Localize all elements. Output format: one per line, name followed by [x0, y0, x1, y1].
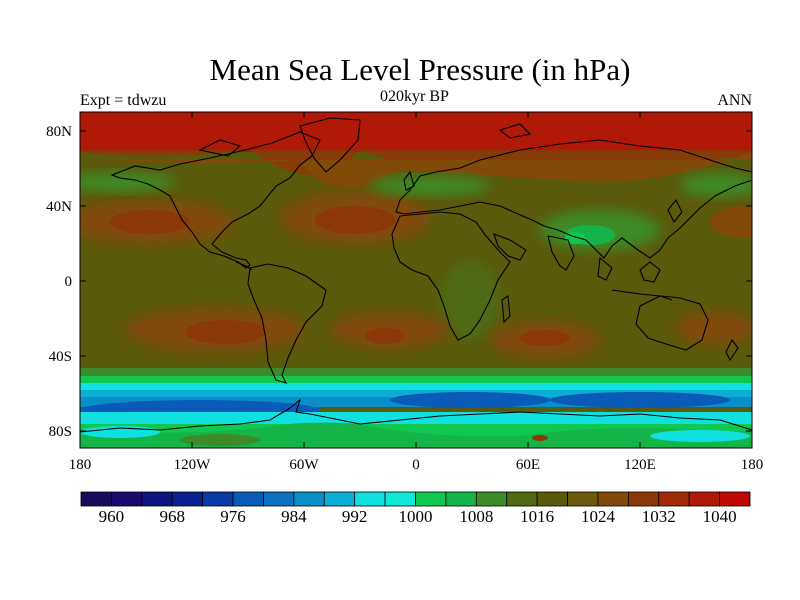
period-label: ANN [717, 92, 752, 109]
colorbar-swatch [688, 491, 720, 507]
colorbar-swatch [80, 491, 112, 507]
colorbar-swatch [445, 491, 477, 507]
chart-subtitle: 020kyr BP [380, 88, 449, 105]
colorbar-swatch [354, 491, 386, 507]
colorbar-label: 1016 [520, 507, 554, 526]
colorbar-swatch [415, 491, 447, 507]
experiment-label: Expt = tdwzu [80, 92, 167, 109]
colorbar-swatch [475, 491, 508, 507]
colorbar-swatch [719, 491, 751, 507]
colorbar-swatch [171, 491, 204, 507]
latitude-axis: 80N 40N 0 40S 80S [46, 124, 752, 440]
lat-tick-label: 40N [46, 199, 72, 215]
coastlines [80, 117, 752, 433]
lon-tick-label: 60E [516, 457, 540, 473]
lon-tick-label: 0 [412, 457, 420, 473]
chart-title: Mean Sea Level Pressure (in hPa) [209, 52, 631, 87]
colorbar-swatch [111, 491, 143, 507]
colorbar-label: 1040 [703, 507, 737, 526]
colorbar-label: 1032 [642, 507, 676, 526]
colorbar-label: 984 [281, 507, 307, 526]
colorbar-swatch [597, 491, 629, 507]
colorbar-label: 1024 [581, 507, 616, 526]
colorbar-swatch [567, 491, 599, 507]
colorbar-swatch [263, 491, 295, 507]
colorbar-swatch [202, 491, 234, 507]
colorbar-label: 1000 [399, 507, 433, 526]
longitude-axis: 180 120W 60W 0 60E 120E 180 [69, 112, 764, 473]
colorbar-swatch [384, 491, 416, 507]
colorbar-swatch [323, 491, 356, 507]
lon-tick-label: 180 [69, 457, 92, 473]
colorbar-swatch [627, 491, 660, 507]
colorbar-swatch [232, 491, 264, 507]
colorbar-swatch [658, 491, 690, 507]
colorbar-swatch [141, 491, 173, 507]
colorbar-label: 968 [159, 507, 185, 526]
lon-tick-label: 120W [174, 457, 212, 473]
colorbar-swatch [536, 491, 568, 507]
colorbar-label: 976 [220, 507, 246, 526]
lat-tick-label: 80N [46, 124, 72, 140]
lon-tick-label: 180 [741, 457, 764, 473]
lat-tick-label: 0 [65, 274, 73, 290]
pressure-field [80, 112, 752, 448]
lon-tick-label: 120E [624, 457, 656, 473]
colorbar-label: 992 [342, 507, 368, 526]
colorbar-swatch [506, 491, 538, 507]
lat-tick-label: 40S [49, 349, 72, 365]
colorbar-label: 1008 [459, 507, 493, 526]
colorbar-swatch [293, 491, 325, 507]
lon-tick-label: 60W [289, 457, 319, 473]
colorbar-label: 960 [99, 507, 125, 526]
lat-tick-label: 80S [49, 424, 72, 440]
colorbar: 960 968 976 984 992 1000 1008 1016 1024 1032 1040 [80, 491, 751, 526]
